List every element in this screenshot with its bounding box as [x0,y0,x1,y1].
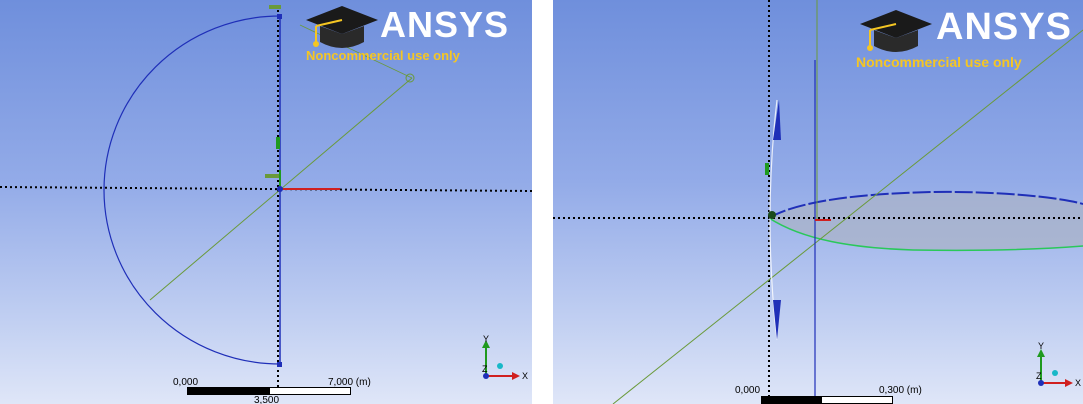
arc-end-marker-bottom [773,300,781,340]
left-geometry-scene[interactable] [0,0,532,404]
right-geometry-scene[interactable] [553,0,1083,404]
ansys-logo: ANSYS Noncommercial use only [302,2,524,68]
graphics-viewport-left[interactable]: ANSYS Noncommercial use only 0,000 7,000… [0,0,532,404]
triad-x-label: X [1075,378,1082,388]
noncommercial-notice: Noncommercial use only [306,48,460,63]
diagonal-construction-line [612,29,1083,404]
scale-start-label: 0,000 [173,377,199,388]
constraint-mark [765,163,769,175]
scale-mid-label: 3,500 [254,395,280,404]
origin-point [768,211,776,219]
diameter-dimension-mark [405,73,415,83]
diagonal-construction-line-2 [299,24,413,79]
graphics-viewport-right[interactable]: ANSYS Noncommercial use only 0,000 0,300… [553,0,1083,404]
triad-y-label: Y [483,334,490,344]
constraint-mark [269,5,281,9]
ansys-wordmark: ANSYS [936,6,1072,49]
ansys-wordmark-text: ANSYS [380,4,510,45]
triad-x-label: X [522,371,529,381]
graduation-cap-icon [306,6,378,48]
arc-end-marker-top [773,100,781,140]
scale-bar-white [269,387,351,395]
ansys-wordmark-text: ANSYS [936,6,1072,48]
arc-segment [769,99,778,341]
scale-bar-black [761,396,821,404]
scale-bar-black [187,387,269,395]
triad-y-label: Y [1038,341,1045,351]
endpoint-bottom [277,362,282,367]
scale-ruler: 0,000 0,300 (m) [733,385,922,404]
airfoil-upper-edge [768,190,1083,219]
origin-point [277,186,283,192]
airfoil-shape [769,191,1083,251]
constraint-mark [265,174,279,178]
airfoil-lower-edge [768,217,1083,252]
endpoint-top [277,14,282,19]
ansys-wordmark: ANSYS [380,4,509,46]
ansys-logo: ANSYS Noncommercial use only [854,4,1079,74]
constraint-mark [276,137,280,149]
triad-z-label: Z [1036,371,1042,381]
scale-bar-white [821,396,893,404]
noncommercial-notice: Noncommercial use only [856,54,1022,70]
coordinate-triad[interactable]: Y Z X [468,334,528,384]
scale-start-label: 0,000 [735,385,761,396]
scale-end-label: 7,000 (m) [328,377,371,388]
scale-end-label: 0,300 (m) [879,385,922,396]
graduation-cap-icon [860,10,932,52]
scale-ruler: 0,000 7,000 (m) 3,500 [170,377,371,404]
coordinate-triad[interactable]: Y Z X [1021,341,1081,391]
horizontal-axis-line [0,186,532,192]
semicircle-arc [103,15,281,365]
triad-z-label: Z [482,364,488,374]
